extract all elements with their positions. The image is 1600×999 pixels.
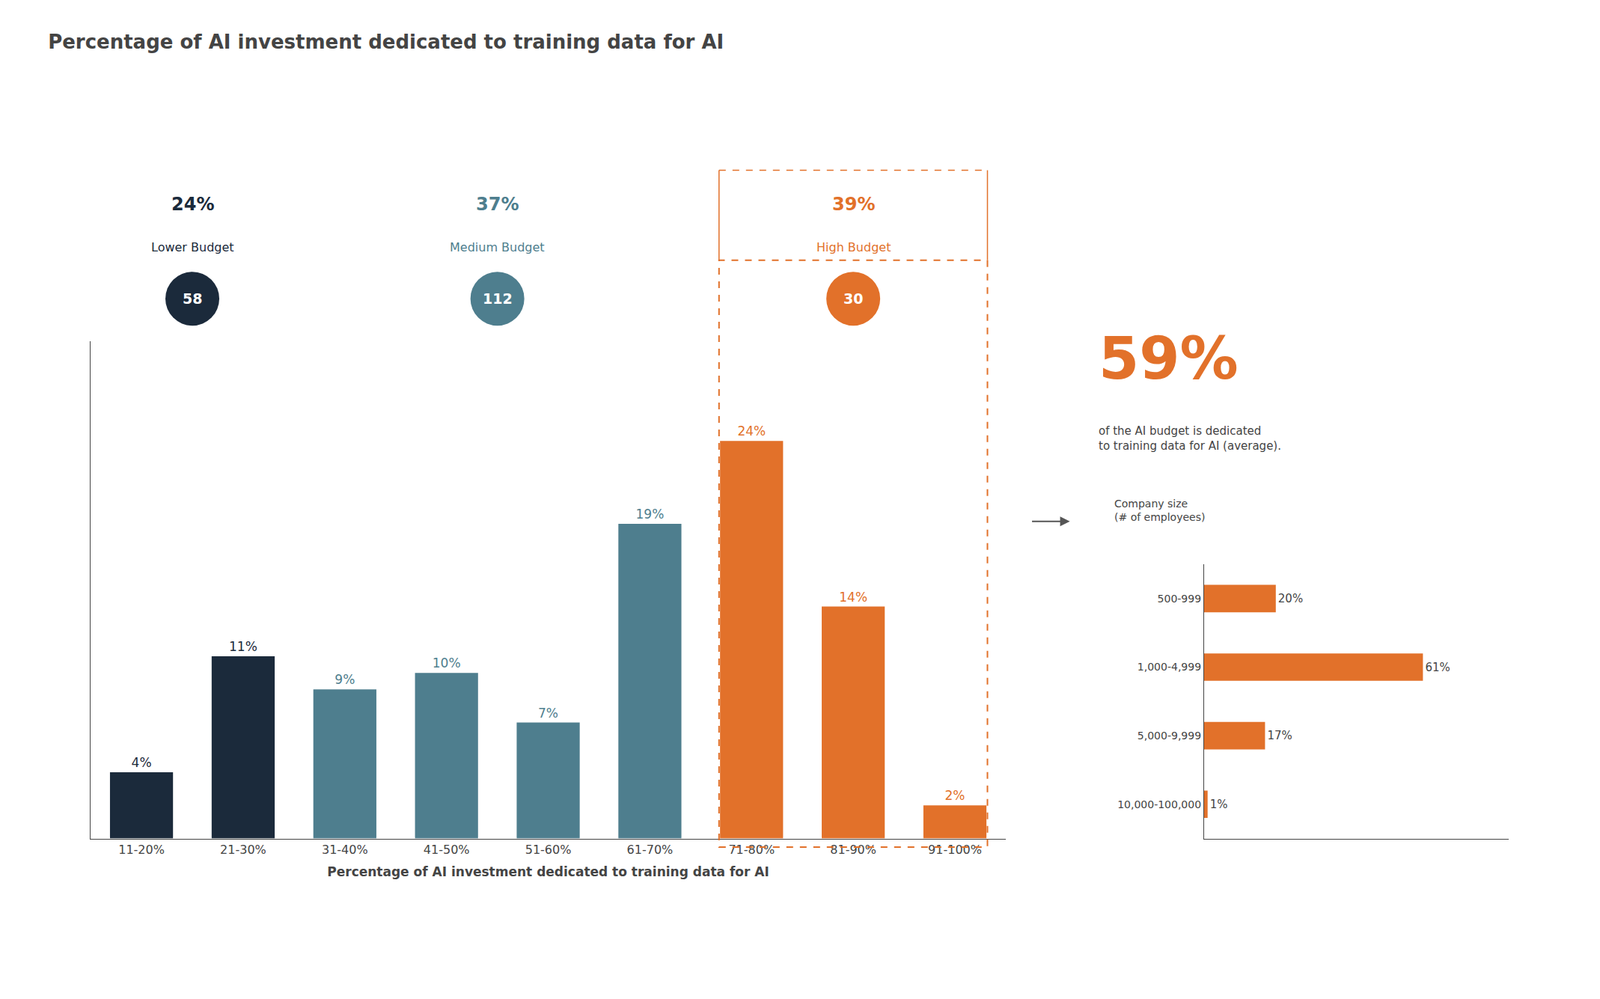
svg-text:24%: 24% — [171, 193, 215, 215]
svg-text:Company size(# of employees): Company size(# of employees) — [1114, 497, 1205, 524]
svg-text:10%: 10% — [432, 655, 461, 671]
svg-text:24%: 24% — [737, 423, 766, 439]
svg-text:500-999: 500-999 — [1157, 592, 1202, 605]
svg-text:37%: 37% — [475, 193, 519, 215]
svg-text:Medium Budget: Medium Budget — [449, 240, 545, 255]
svg-text:17%: 17% — [1266, 728, 1292, 743]
svg-text:59%: 59% — [1098, 324, 1239, 393]
svg-text:30: 30 — [843, 290, 863, 307]
svg-text:31-40%: 31-40% — [321, 842, 369, 857]
svg-text:High Budget: High Budget — [816, 240, 891, 255]
svg-text:1%: 1% — [1210, 797, 1229, 812]
svg-text:9%: 9% — [334, 672, 355, 687]
svg-text:14%: 14% — [838, 589, 868, 605]
svg-text:of the AI budget is dedicatedt: of the AI budget is dedicatedto training… — [1098, 424, 1282, 453]
svg-text:61%: 61% — [1424, 660, 1450, 675]
svg-text:5,000-9,999: 5,000-9,999 — [1137, 729, 1202, 742]
svg-text:Lower Budget: Lower Budget — [151, 240, 235, 255]
svg-text:39%: 39% — [832, 193, 875, 215]
svg-text:1,000-4,999: 1,000-4,999 — [1137, 660, 1202, 673]
svg-text:7%: 7% — [538, 705, 559, 721]
svg-text:2%: 2% — [945, 788, 966, 803]
svg-text:Percentage of AI investment de: Percentage of AI investment dedicated to… — [47, 30, 724, 54]
svg-text:58: 58 — [182, 290, 203, 307]
svg-text:19%: 19% — [636, 506, 665, 522]
svg-text:20%: 20% — [1278, 591, 1303, 606]
svg-text:91-100%: 91-100% — [927, 842, 982, 857]
svg-text:10,000-100,000: 10,000-100,000 — [1117, 798, 1202, 811]
svg-text:11%: 11% — [228, 639, 258, 655]
svg-text:11-20%: 11-20% — [118, 842, 165, 857]
svg-text:4%: 4% — [131, 755, 152, 771]
svg-text:51-60%: 51-60% — [525, 842, 572, 857]
svg-text:21-30%: 21-30% — [220, 842, 267, 857]
svg-text:Percentage of AI investment de: Percentage of AI investment dedicated to… — [327, 864, 770, 880]
svg-text:81-90%: 81-90% — [829, 842, 877, 857]
svg-text:71-80%: 71-80% — [728, 842, 775, 857]
svg-text:112: 112 — [482, 290, 513, 307]
svg-text:61-70%: 61-70% — [627, 842, 674, 857]
svg-text:41-50%: 41-50% — [423, 842, 470, 857]
